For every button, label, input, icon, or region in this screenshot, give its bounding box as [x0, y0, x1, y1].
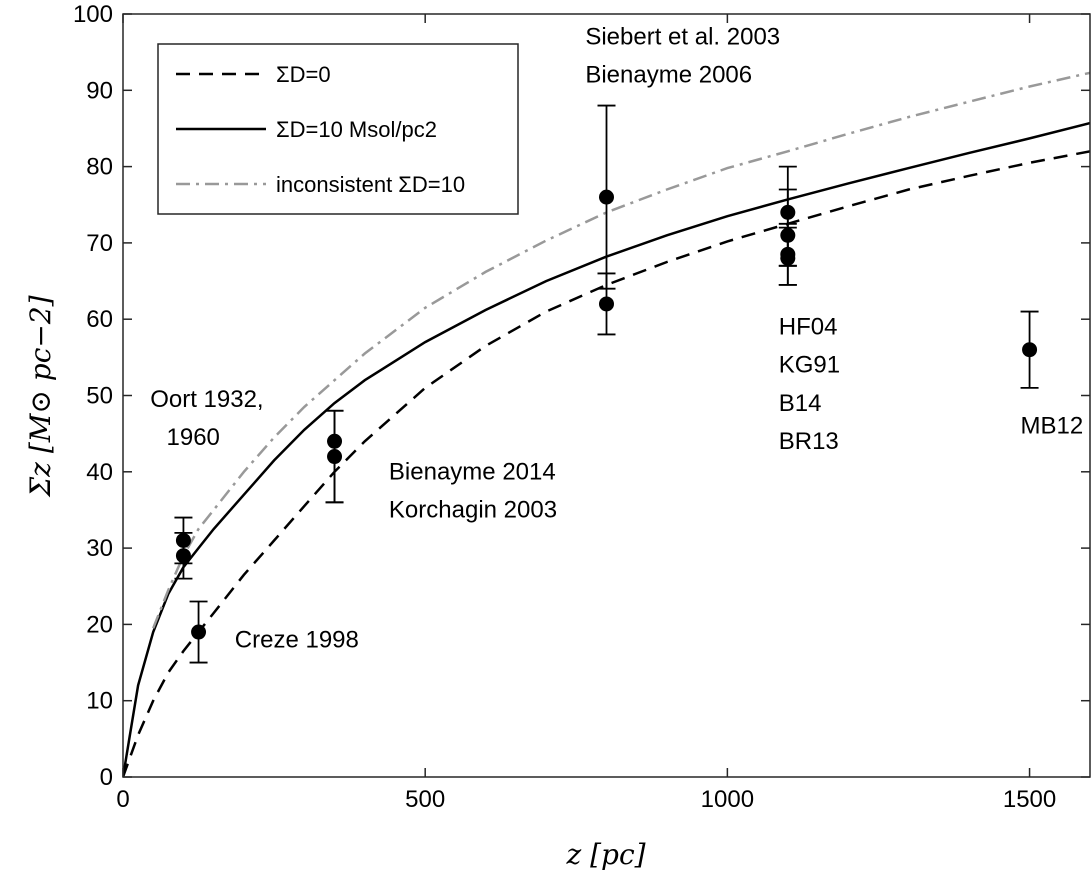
y-axis-label: Σz [M⊙ pc−2] — [24, 295, 57, 497]
x-tick-label: 1000 — [701, 786, 754, 813]
y-tick-label: 90 — [86, 77, 113, 104]
y-tick-label: 60 — [86, 306, 113, 333]
x-axis-label: z [pc] — [565, 838, 645, 871]
y-tick-label: 40 — [86, 459, 113, 486]
annotation-label: B14 — [779, 390, 822, 417]
legend-label-inconsistent: inconsistent ΣD=10 — [276, 172, 465, 197]
data-marker — [1022, 342, 1038, 358]
y-tick-label: 0 — [100, 764, 113, 791]
annotation-label: Korchagin 2003 — [389, 497, 557, 524]
series-line-2 — [152, 71, 1090, 629]
legend: ΣD=0 ΣD=10 Msol/pc2 inconsistent ΣD=10 — [157, 43, 519, 215]
x-tick-label: 500 — [405, 786, 445, 813]
series-line-1 — [123, 121, 1090, 777]
y-tick-label: 80 — [86, 154, 113, 181]
data-point — [778, 226, 797, 286]
y-tick-label: 20 — [86, 611, 113, 638]
data-point — [1020, 310, 1039, 389]
data-marker — [175, 548, 191, 564]
annotation-label: Bienayme 2014 — [389, 458, 556, 485]
y-tick-label: 50 — [86, 383, 113, 410]
data-marker — [599, 189, 614, 205]
annotation-label: Oort 1932, — [150, 386, 263, 413]
y-tick-label: 70 — [86, 230, 113, 257]
annotation-label: MB12 — [1020, 413, 1083, 440]
legend-label-sigma-d-10: ΣD=10 Msol/pc2 — [276, 117, 437, 142]
annotation-label: Siebert et al. 2003 — [585, 24, 780, 51]
annotation-label: BR13 — [779, 428, 839, 455]
data-point — [189, 600, 208, 664]
y-tick-label: 10 — [86, 688, 113, 715]
x-tick-label: 1500 — [1003, 786, 1056, 813]
data-marker — [780, 250, 796, 266]
legend-label-sigma-d-0: ΣD=0 — [276, 62, 331, 87]
annotation-label: HF04 — [779, 313, 838, 340]
annotation-label: 1960 — [167, 424, 220, 451]
data-point — [597, 272, 616, 336]
data-marker — [599, 296, 614, 312]
data-point — [174, 531, 193, 580]
series-line-0 — [123, 150, 1090, 777]
annotation-label: Bienayme 2006 — [585, 62, 752, 89]
x-tick-label: 0 — [116, 786, 129, 813]
data-point — [325, 409, 344, 504]
y-tick-label: 100 — [73, 1, 113, 28]
annotation-label: Creze 1998 — [235, 626, 359, 653]
data-marker — [327, 449, 343, 465]
data-marker — [191, 624, 207, 640]
annotation-label: KG91 — [779, 352, 840, 379]
y-tick-label: 30 — [86, 535, 113, 562]
